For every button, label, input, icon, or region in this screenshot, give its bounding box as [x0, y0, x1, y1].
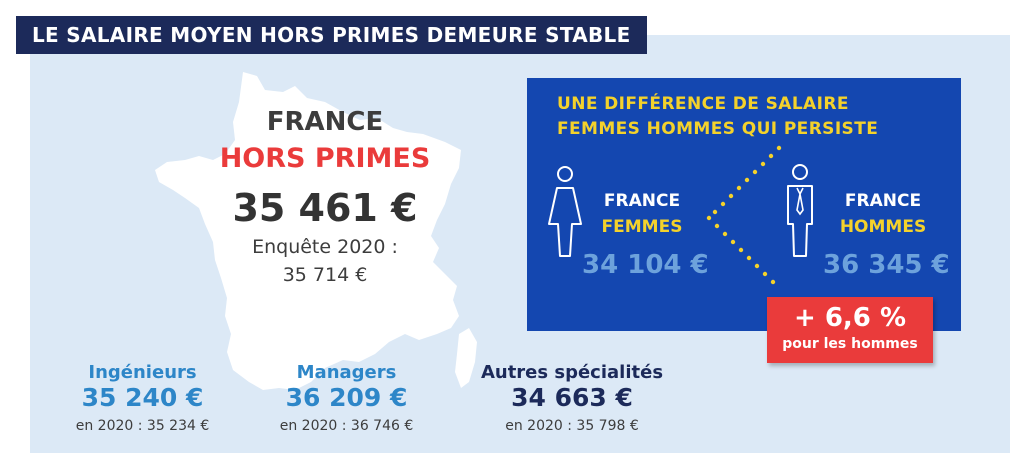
france-amount: 35 461 € [232, 186, 418, 230]
stat-name: Managers [296, 362, 397, 383]
men-amount: 36 345 € [823, 250, 950, 280]
hors-primes-label: HORS PRIMES [219, 143, 431, 174]
gap-badge: + 6,6 % pour les hommes [767, 297, 933, 363]
france-previous-value: 35 714 € [282, 264, 368, 286]
women-label-line2: FEMMES [601, 217, 683, 237]
woman-icon [545, 166, 585, 260]
france-label: FRANCE [266, 107, 384, 137]
france-summary: FRANCE HORS PRIMES 35 461 € Enquête 2020… [200, 105, 450, 287]
man-icon [783, 164, 817, 260]
stat-previous: en 2020 : 35 798 € [505, 418, 639, 434]
men-label: FRANCE HOMMES [833, 188, 933, 240]
women-label: FRANCE FEMMES [597, 188, 687, 240]
stat-ingenieurs: Ingénieurs 35 240 € en 2020 : 35 234 € [50, 362, 235, 436]
france-map-icon [155, 72, 477, 390]
stat-value: 36 209 € [285, 383, 408, 412]
stat-value: 35 240 € [81, 383, 204, 412]
stat-managers: Managers 36 209 € en 2020 : 36 746 € [254, 362, 439, 436]
stat-value: 34 663 € [511, 383, 633, 412]
stat-name: Ingénieurs [88, 362, 197, 383]
women-amount: 34 104 € [582, 250, 709, 280]
men-label-line2: HOMMES [839, 217, 927, 237]
gap-percentage: + 6,6 % [794, 303, 906, 333]
women-label-line1: FRANCE [603, 191, 681, 211]
stat-previous: en 2020 : 36 746 € [279, 418, 414, 434]
stat-name: Autres spécialités [480, 362, 664, 383]
stat-previous: en 2020 : 35 234 € [75, 418, 210, 434]
title-banner: LE SALAIRE MOYEN HORS PRIMES DEMEURE STA… [16, 16, 647, 54]
gap-title: UNE DIFFÉRENCE DE SALAIRE FEMMES HOMMES … [557, 92, 878, 142]
stat-autres-specialites: Autres spécialités 34 663 € en 2020 : 35… [472, 362, 672, 436]
gap-title-line1: UNE DIFFÉRENCE DE SALAIRE [557, 94, 849, 114]
gap-title-line2: FEMMES HOMMES QUI PERSISTE [557, 119, 879, 139]
dotted-chevron-icon [706, 145, 782, 285]
men-label-line1: FRANCE [844, 191, 922, 211]
gender-gap-box: UNE DIFFÉRENCE DE SALAIRE FEMMES HOMMES … [527, 78, 961, 331]
gap-caption: pour les hommes [782, 336, 918, 352]
france-previous-label: Enquête 2020 : [252, 236, 398, 258]
